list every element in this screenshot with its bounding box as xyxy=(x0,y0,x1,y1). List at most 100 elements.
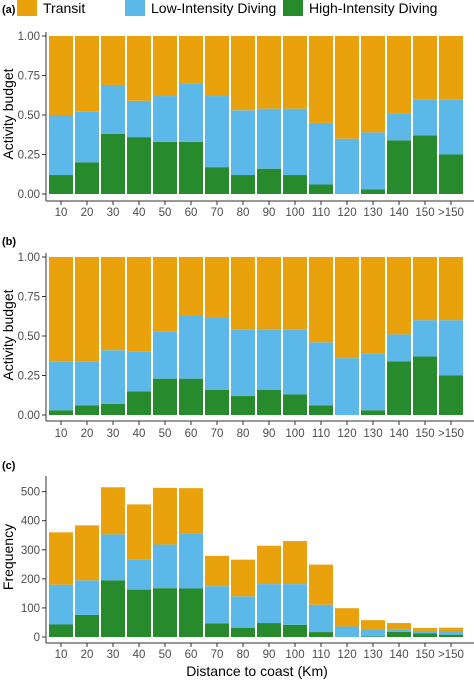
panel-c-bar-low-intensity-diving xyxy=(127,559,151,590)
panel-a-bar-high-intensity-diving xyxy=(49,175,73,194)
panel-c-x-tick-label: 40 xyxy=(133,649,146,661)
panel-a-bar-low-intensity-diving xyxy=(387,113,411,141)
panel-b-bar-transit xyxy=(439,257,463,321)
panel-b-bar-transit xyxy=(387,257,411,335)
panel-a-y-axis-title: Activity budget xyxy=(0,68,16,159)
panel-c-bar-transit xyxy=(179,488,203,534)
panel-a-letter: (a) xyxy=(2,4,16,16)
panel-b-bar-transit xyxy=(309,257,333,343)
panel-b-bar-low-intensity-diving xyxy=(361,353,385,411)
panel-b-bar-high-intensity-diving xyxy=(257,389,281,415)
panel-b-y-tick-label: 0.50 xyxy=(18,331,40,343)
panel-c-x-tick-label: 70 xyxy=(211,649,224,661)
panel-b-bar-low-intensity-diving xyxy=(283,329,307,395)
panel-a-bar-high-intensity-diving xyxy=(361,189,385,194)
panel-c-y-tick-label: 100 xyxy=(21,603,40,615)
panel-c-letter: (c) xyxy=(2,460,16,472)
panel-c-bar-low-intensity-diving xyxy=(101,534,125,581)
panel-b-bar-transit xyxy=(101,257,125,351)
panel-b-letter: (b) xyxy=(2,236,16,248)
panel-c-bar-transit xyxy=(153,487,177,545)
panel-b-x-tick-label: 50 xyxy=(159,428,172,440)
panel-c-bar-high-intensity-diving xyxy=(179,588,203,637)
panel-b-bar-low-intensity-diving xyxy=(335,358,359,415)
panel-c-bar-transit xyxy=(127,504,151,560)
panel-c-bar-high-intensity-diving xyxy=(127,589,151,637)
panel-a-x-tick-label: 90 xyxy=(263,207,276,219)
panel-b-bar-low-intensity-diving xyxy=(75,361,99,406)
panel-c-bar-transit xyxy=(75,525,99,581)
panel-c-bar-low-intensity-diving xyxy=(439,631,463,635)
panel-a-bar-low-intensity-diving xyxy=(257,108,281,169)
panel-b-bar-low-intensity-diving xyxy=(413,320,437,357)
panel-b-bar-transit xyxy=(335,257,359,359)
panel-b-bar-low-intensity-diving xyxy=(101,350,125,404)
panel-c-y-tick-label: 200 xyxy=(21,574,40,586)
panel-c-bar-transit xyxy=(205,555,229,587)
panel-a-y-tick-label: 0.75 xyxy=(18,71,40,83)
panel-a-bar-low-intensity-diving xyxy=(205,96,229,168)
panel-a-x-tick-label: 30 xyxy=(107,207,120,219)
panel-b-bar-transit xyxy=(413,257,437,321)
panel-b-x-axis: 10 20 30 40 50 60 70 80 90 100 110 120 130 140 150 >150 xyxy=(46,420,474,440)
panel-a-y-tick-label: 1.00 xyxy=(18,31,40,43)
panel-b-bar-high-intensity-diving xyxy=(413,356,437,415)
panel-c-bar-transit xyxy=(309,564,333,605)
panel-a-bar-high-intensity-diving xyxy=(439,154,463,194)
panel-c-x-tick-label: 30 xyxy=(107,649,120,661)
panel-c-x-tick-label: 60 xyxy=(185,649,198,661)
panel-b-bar-low-intensity-diving xyxy=(153,331,177,379)
panel-c-bar-high-intensity-diving xyxy=(231,627,255,637)
panel-c-bar-high-intensity-diving xyxy=(49,624,73,637)
panel-a-y-tick-label: 0.50 xyxy=(18,110,40,122)
panel-a: (a) Activity budget 0.00 0.25 0.50 0.75 1.00… xyxy=(0,4,474,219)
panel-c-y-axis: 0 100 200 300 400 500 xyxy=(21,476,47,644)
panel-c-bar-transit xyxy=(231,559,255,597)
panel-a-x-tick-label: 20 xyxy=(81,207,94,219)
panel-b-bar-high-intensity-diving xyxy=(127,391,151,415)
panel-a-bar-low-intensity-diving xyxy=(127,100,151,138)
panel-c-bar-high-intensity-diving xyxy=(283,624,307,637)
panel-a-bar-low-intensity-diving xyxy=(361,132,385,190)
panel-a-bar-transit xyxy=(361,36,385,133)
panel-c-x-tick-label: >150 xyxy=(438,649,464,661)
legend-item-high-intensity-diving: High-Intensity Diving xyxy=(283,0,437,16)
panel-c-bar-transit xyxy=(101,487,125,535)
panel-b-bar-transit xyxy=(283,257,307,330)
panel-b-bar-high-intensity-diving xyxy=(439,375,463,415)
panel-c-bars xyxy=(49,487,463,637)
panel-c-bar-high-intensity-diving xyxy=(413,633,437,637)
panel-c-bar-high-intensity-diving xyxy=(361,636,385,637)
panel-b-bar-high-intensity-diving xyxy=(205,389,229,415)
panel-b-bar-low-intensity-diving xyxy=(231,329,255,397)
panel-b-bar-transit xyxy=(205,257,229,318)
panel-b-bar-high-intensity-diving xyxy=(101,403,125,415)
panel-a-y-axis: 0.00 0.25 0.50 0.75 1.00 xyxy=(18,31,47,201)
legend-swatch-high-intensity-diving xyxy=(283,0,303,16)
panel-a-x-tick-label: 150 xyxy=(415,207,434,219)
panel-a-x-tick-label: 70 xyxy=(211,207,224,219)
panel-c-bar-high-intensity-diving xyxy=(153,588,177,637)
panel-b-y-tick-label: 0.75 xyxy=(18,292,40,304)
legend-label-low-intensity-diving: Low-Intensity Diving xyxy=(151,0,276,16)
panel-c-x-tick-label: 80 xyxy=(237,649,250,661)
panel-b-bar-low-intensity-diving xyxy=(127,351,151,392)
panel-c-y-tick-label: 400 xyxy=(21,516,40,528)
panel-b-bar-high-intensity-diving xyxy=(179,378,203,415)
panel-b-bar-transit xyxy=(127,257,151,352)
panel-b-x-tick-label: 70 xyxy=(211,428,224,440)
panel-c-bar-low-intensity-diving xyxy=(309,604,333,633)
panel-a-bar-transit xyxy=(101,36,125,85)
panel-c-x-tick-label: 90 xyxy=(263,649,276,661)
panel-b-bar-low-intensity-diving xyxy=(309,342,333,406)
panel-a-bar-low-intensity-diving xyxy=(413,99,437,136)
panel-c-bar-high-intensity-diving xyxy=(101,580,125,637)
panel-a-bar-transit xyxy=(49,36,73,115)
panel-a-bar-low-intensity-diving xyxy=(439,99,463,155)
panel-c-bar-low-intensity-diving xyxy=(75,580,99,615)
panel-b-y-tick-label: 0.00 xyxy=(18,410,40,422)
panel-b: (b) Activity budget 0.00 0.25 0.50 0.75 1.00… xyxy=(0,236,474,440)
panel-a-bar-low-intensity-diving xyxy=(75,111,99,163)
panel-a-bar-low-intensity-diving xyxy=(309,122,333,185)
panel-b-bars xyxy=(49,257,463,415)
